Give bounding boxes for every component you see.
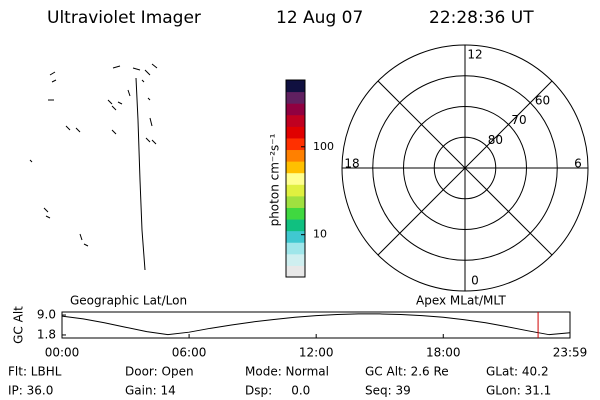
x-tick-label: 23:59 <box>553 346 588 360</box>
x-tick-label: 18:00 <box>426 346 461 360</box>
altitude-plot: 9.0 1.8 00:00 06:00 12:00 18:00 23:59 <box>37 308 587 360</box>
color-band <box>286 195 305 208</box>
status-field: Seq: 39 <box>365 384 411 398</box>
hour-label: 18 <box>344 157 359 171</box>
status-field: Flt: LBHL <box>8 365 62 379</box>
colorbar-tick-label: 10 <box>313 228 327 241</box>
status-field: GC Alt: 2.6 Re <box>365 365 449 379</box>
x-tick-label: 12:00 <box>299 346 334 360</box>
color-band <box>286 161 305 174</box>
colorbar-tick-label: 100 <box>313 140 334 153</box>
status-panel: Flt: LBHL Door: Open Mode: Normal GC Alt: 2… <box>8 365 551 398</box>
y-tick-label: 9.0 <box>37 308 56 322</box>
altitude-line <box>61 313 571 336</box>
color-band <box>286 80 305 93</box>
time: 22:28:36 UT <box>429 8 534 28</box>
date: 12 Aug 07 <box>276 8 363 28</box>
lat-label: 60 <box>535 93 550 107</box>
lat-ring <box>372 75 558 261</box>
status-field: Door: Open <box>125 365 194 379</box>
color-band <box>286 253 305 266</box>
colorbar: 10 100 <box>285 79 334 278</box>
color-band <box>286 184 305 197</box>
status-field: Gain: 14 <box>125 384 176 398</box>
status-field: GLon: 31.1 <box>486 384 551 398</box>
status-field: Dsp: 0.0 <box>245 384 310 398</box>
x-tick-label: 06:00 <box>172 346 207 360</box>
title: Ultraviolet Imager <box>47 8 201 28</box>
status-field: IP: 36.0 <box>8 384 53 398</box>
color-band <box>286 91 305 104</box>
lat-label: 70 <box>511 113 526 127</box>
y-tick-label: 1.8 <box>37 327 56 341</box>
color-band <box>286 103 305 116</box>
hour-label: 12 <box>467 48 482 62</box>
color-band <box>286 265 305 278</box>
y-axis-label: GC Alt <box>12 306 26 344</box>
lat-ring <box>403 106 527 230</box>
colorbar-frame <box>285 79 306 278</box>
x-tick-label: 00:00 <box>45 346 80 360</box>
image-traces <box>29 63 158 271</box>
colorbar-label: photon cm⁻²s⁻¹ <box>268 133 282 226</box>
hour-label: 0 <box>471 274 479 288</box>
color-band <box>286 149 305 162</box>
lat-ring <box>433 136 497 200</box>
color-band <box>286 242 305 255</box>
lat-label: 80 <box>488 133 503 147</box>
left-label: Geographic Lat/Lon <box>70 294 187 308</box>
right-label: Apex MLat/MLT <box>416 294 506 308</box>
status-field: Mode: Normal <box>245 365 329 379</box>
color-band <box>286 126 305 139</box>
color-band <box>286 207 305 220</box>
status-field: GLat: 40.2 <box>486 365 549 379</box>
color-band <box>286 114 305 127</box>
color-band <box>286 230 305 243</box>
hour-label: 6 <box>574 157 582 171</box>
color-band <box>286 172 305 185</box>
color-band <box>286 219 305 232</box>
color-band <box>286 137 305 151</box>
